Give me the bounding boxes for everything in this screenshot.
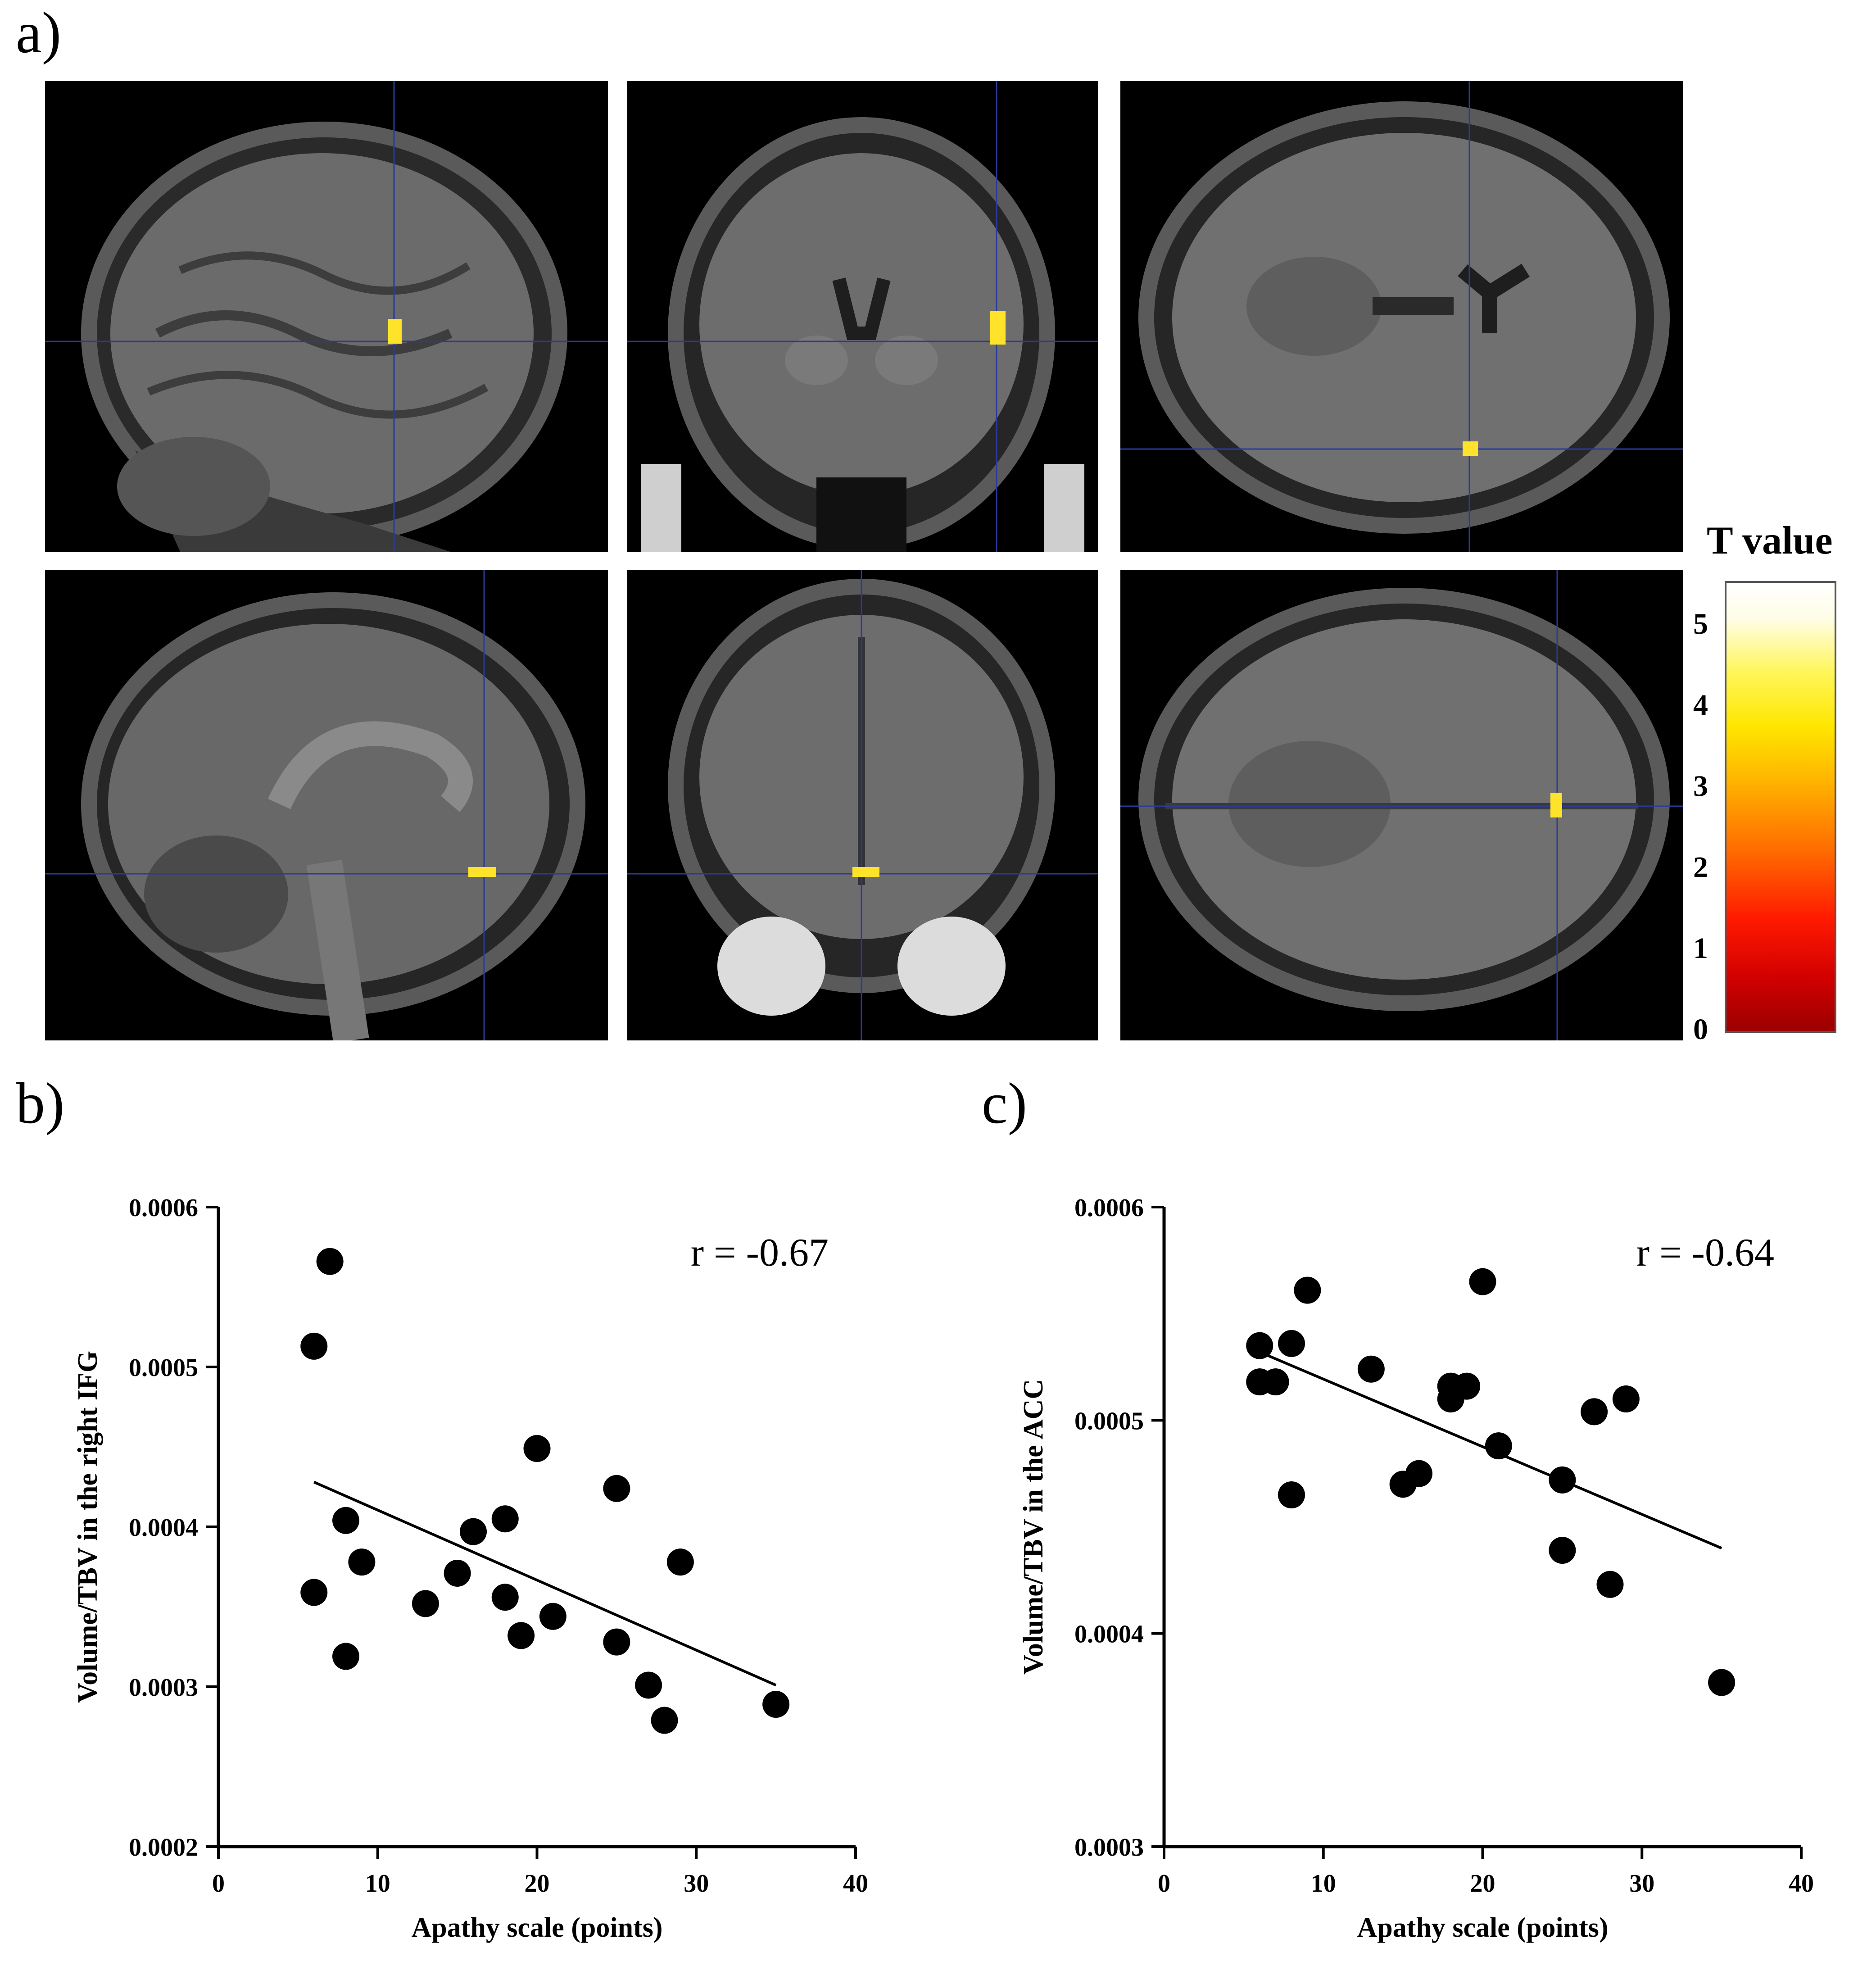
y-tick-label: 0.0004 <box>129 1514 198 1542</box>
data-point <box>444 1559 471 1587</box>
mri-coronal-bottom <box>627 570 1098 1040</box>
data-point <box>460 1518 487 1545</box>
data-point <box>1469 1268 1496 1295</box>
colorbar-tick: 3 <box>1693 770 1708 803</box>
data-point <box>491 1584 519 1611</box>
y-tick-label: 0.0003 <box>1074 1834 1144 1862</box>
colorbar <box>1725 581 1836 1033</box>
mri-sagittal-top <box>45 81 608 552</box>
scatter-plot-acc: 0.0003 0.0004 0.0005 0.0006 0 10 20 30 40 Apathy … <box>1018 1194 1814 1943</box>
data-point <box>1389 1471 1417 1498</box>
data-point <box>603 1475 630 1502</box>
colorbar-title: T value <box>1707 519 1833 563</box>
panel-label-c: c) <box>982 1071 1027 1136</box>
data-point <box>300 1332 328 1360</box>
data-point <box>539 1603 566 1630</box>
mri-axial-bottom <box>1120 570 1683 1040</box>
panel-label-a: a) <box>16 0 61 65</box>
x-tick-label: 30 <box>684 1870 709 1898</box>
x-tick-label: 0 <box>212 1870 225 1898</box>
x-tick-label: 20 <box>525 1870 550 1898</box>
x-axis-title: Apathy scale (points) <box>1357 1912 1608 1943</box>
x-tick-label: 0 <box>1158 1870 1170 1898</box>
data-point <box>1612 1385 1640 1412</box>
data-point <box>348 1548 376 1576</box>
mri-axial-top <box>1120 81 1683 552</box>
data-point <box>1485 1432 1512 1460</box>
data-point <box>491 1505 519 1533</box>
x-tick-label: 30 <box>1629 1870 1654 1898</box>
y-tick-label: 0.0002 <box>129 1834 198 1862</box>
data-point <box>635 1671 662 1699</box>
scatter-plot-ifg: 0.0002 0.0003 0.0004 0.0005 0.0006 0 10 20 30 40 A… <box>73 1194 868 1943</box>
data-point <box>1246 1332 1273 1359</box>
data-point <box>300 1579 328 1606</box>
panel-label-b: b) <box>16 1071 65 1136</box>
data-point <box>1278 1481 1305 1508</box>
y-tick-label: 0.0003 <box>129 1674 198 1702</box>
y-tick-label: 0.0005 <box>1074 1407 1144 1435</box>
colorbar-tick: 0 <box>1693 1013 1708 1046</box>
x-axis-title: Apathy scale (points) <box>411 1912 662 1943</box>
colorbar-tick: 5 <box>1693 608 1708 640</box>
x-tick-label: 40 <box>1789 1870 1814 1898</box>
colorbar-tick: 4 <box>1693 689 1708 722</box>
correlation-annotation: r = -0.64 <box>1636 1231 1774 1275</box>
mri-coronal-top <box>627 81 1098 552</box>
regression-line <box>313 1480 777 1687</box>
data-point <box>1581 1398 1608 1426</box>
data-point <box>1278 1330 1305 1357</box>
data-point <box>603 1628 630 1656</box>
colorbar-tick: 2 <box>1693 851 1708 884</box>
x-tick-label: 10 <box>1311 1870 1336 1898</box>
data-point <box>1294 1276 1321 1304</box>
data-point <box>1708 1669 1736 1696</box>
data-point <box>523 1435 551 1462</box>
data-point <box>332 1507 359 1534</box>
x-tick-label: 10 <box>365 1870 390 1898</box>
y-tick-label: 0.0005 <box>129 1354 198 1382</box>
y-tick-label: 0.0004 <box>1074 1621 1144 1648</box>
data-point <box>651 1707 678 1734</box>
y-tick-label: 0.0006 <box>129 1194 198 1222</box>
data-point <box>1437 1385 1464 1412</box>
data-point <box>316 1248 344 1275</box>
mri-sagittal-bottom <box>45 570 608 1040</box>
colorbar-tick: 1 <box>1693 932 1708 965</box>
data-point <box>412 1590 439 1617</box>
y-axis-title: Volume/TBV in the right IFG <box>73 1351 103 1703</box>
correlation-annotation: r = -0.67 <box>691 1231 829 1275</box>
data-point <box>508 1622 535 1649</box>
data-point <box>762 1691 790 1718</box>
data-point <box>666 1548 694 1576</box>
data-point <box>1549 1537 1576 1564</box>
data-point <box>332 1643 359 1670</box>
x-tick-label: 40 <box>843 1870 868 1898</box>
y-tick-label: 0.0006 <box>1074 1194 1144 1222</box>
x-tick-label: 20 <box>1470 1870 1495 1898</box>
data-point <box>1549 1466 1576 1494</box>
data-point <box>1262 1368 1289 1396</box>
data-point <box>1357 1355 1385 1383</box>
y-axis-title: Volume/TBV in the ACC <box>1018 1379 1049 1675</box>
data-point <box>1596 1571 1624 1598</box>
